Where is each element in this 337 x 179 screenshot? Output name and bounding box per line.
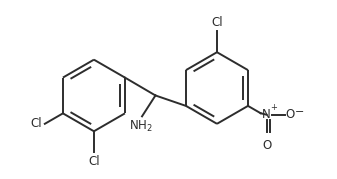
Text: O: O (286, 108, 295, 121)
Text: +: + (270, 103, 277, 112)
Text: NH$_2$: NH$_2$ (129, 119, 152, 134)
Text: O: O (262, 139, 271, 152)
Text: Cl: Cl (88, 155, 100, 168)
Text: Cl: Cl (30, 117, 42, 130)
Text: Cl: Cl (211, 16, 223, 29)
Text: −: − (295, 107, 304, 117)
Text: N: N (262, 108, 271, 121)
